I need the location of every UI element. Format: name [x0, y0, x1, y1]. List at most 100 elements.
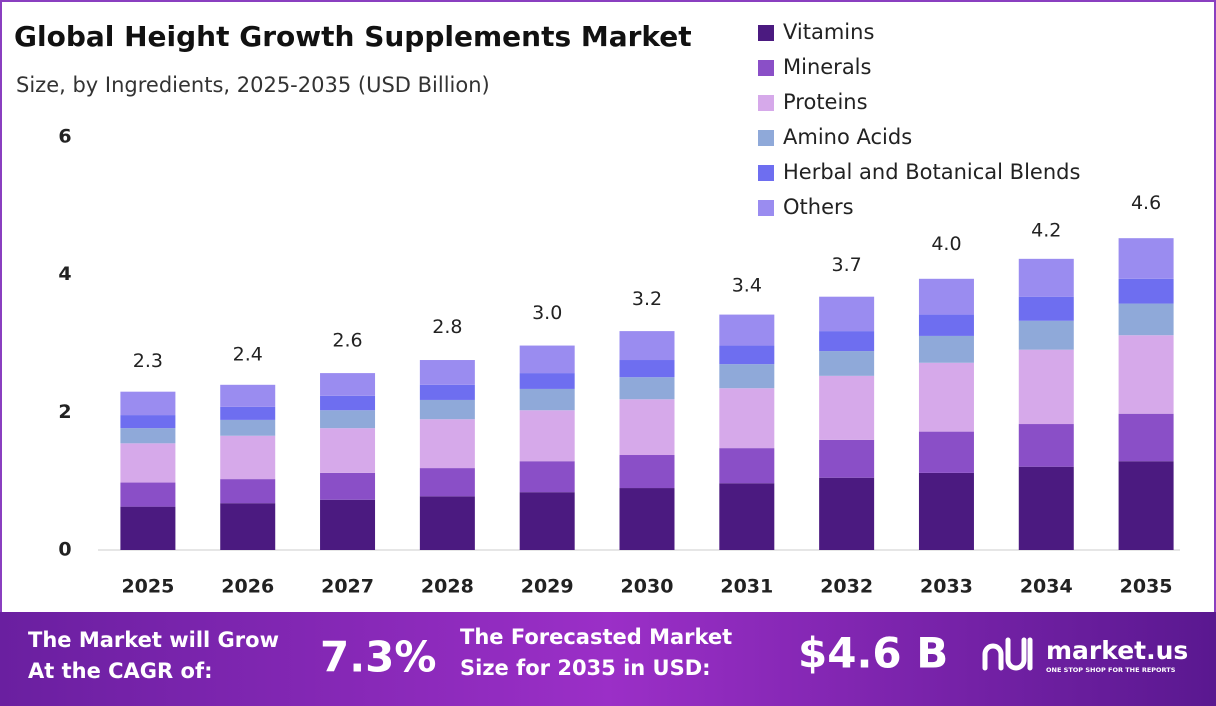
x-tick-label: 2028 [421, 576, 474, 598]
chart-subtitle: Size, by Ingredients, 2025-2035 (USD Bil… [16, 73, 490, 97]
legend-label: Amino Acids [783, 125, 912, 149]
bar-segment [320, 428, 376, 473]
bar-segment [220, 503, 276, 550]
bar-segment [519, 492, 575, 550]
bar-segment [918, 335, 974, 363]
bar-segment [419, 419, 475, 469]
brand-logo [982, 637, 1033, 671]
bar-segment [1118, 335, 1174, 414]
bar-segment [619, 331, 675, 361]
banner-text: The Forecasted Market [460, 625, 732, 649]
bar-segment [419, 399, 475, 420]
bar-segment [819, 296, 875, 332]
bar-segment [1018, 258, 1074, 297]
bar-segment [819, 375, 875, 440]
bar-segment [918, 362, 974, 432]
bar-segment [220, 479, 276, 504]
bar-segment [120, 415, 176, 429]
bar-segment [819, 477, 875, 550]
bar-segment [519, 373, 575, 389]
bar-segment [120, 391, 176, 416]
bar-segment [719, 345, 775, 365]
x-tick-label: 2035 [1120, 576, 1173, 598]
bar-segment [1018, 296, 1074, 321]
bar-segment [1118, 278, 1174, 304]
x-tick-label: 2031 [720, 576, 773, 598]
banner-value: 7.3% [320, 633, 436, 682]
y-tick-label: 2 [58, 401, 71, 423]
bar-segment [719, 364, 775, 389]
bar-segment [1018, 320, 1074, 350]
bar-segment [419, 384, 475, 400]
bar-segment [1018, 349, 1074, 425]
total-label: 2.8 [432, 316, 462, 338]
bar-segment [819, 351, 875, 376]
tagline: ONE STOP SHOP FOR THE REPORTS [1046, 666, 1176, 674]
x-tick-label: 2029 [521, 576, 574, 598]
y-tick-label: 6 [58, 126, 71, 148]
bar-segment [719, 388, 775, 449]
brand: market.us [1046, 636, 1188, 665]
legend-label: Herbal and Botanical Blends [783, 160, 1080, 184]
total-label: 4.0 [931, 233, 961, 255]
total-label: 3.4 [732, 274, 762, 296]
legend-swatch [758, 165, 774, 181]
bar-segment [419, 360, 475, 385]
bar-segment [419, 468, 475, 497]
bar-segment [220, 406, 276, 420]
bar-segment [619, 399, 675, 456]
bar-segment [918, 278, 974, 315]
bar-segment [719, 314, 775, 346]
bar-segment [120, 443, 176, 483]
bar-segment [519, 461, 575, 493]
x-tick-label: 2030 [621, 576, 674, 598]
bar-segment [320, 499, 376, 550]
bar-segment [220, 384, 276, 407]
x-tick-label: 2033 [920, 576, 973, 598]
bar-segment [918, 472, 974, 550]
bar-segment [519, 388, 575, 411]
x-tick-label: 2034 [1020, 576, 1073, 598]
legend-swatch [758, 95, 774, 111]
x-tick-label: 2026 [221, 576, 274, 598]
bar-segment [619, 455, 675, 489]
x-tick-label: 2027 [321, 576, 374, 598]
bar-segment [1118, 303, 1174, 336]
bar-segment [220, 419, 276, 436]
bar-segment [719, 483, 775, 550]
bar-segment [918, 314, 974, 336]
bar-segment [918, 431, 974, 473]
bar-segment [819, 331, 875, 352]
banner [0, 612, 1216, 706]
bar-segment [419, 496, 475, 550]
banner-text: The Market will Grow [28, 628, 279, 652]
bar-segment [619, 377, 675, 400]
bar-segment [1018, 466, 1074, 550]
bar-segment [1118, 238, 1174, 279]
legend-label: Vitamins [783, 20, 874, 44]
bar-segment [320, 410, 376, 429]
bar-segment [320, 395, 376, 411]
total-label: 3.0 [532, 302, 562, 324]
bar-segment [719, 448, 775, 484]
legend-label: Minerals [783, 55, 871, 79]
bar-segment [619, 360, 675, 378]
total-label: 2.4 [233, 343, 263, 365]
banner-value: $4.6 B [798, 629, 948, 678]
bar-segment [619, 488, 675, 550]
total-label: 2.3 [133, 350, 163, 372]
total-label: 4.2 [1031, 219, 1061, 241]
bar-segment [320, 472, 376, 500]
legend-label: Proteins [783, 90, 868, 114]
y-tick-label: 0 [58, 539, 71, 561]
x-tick-label: 2025 [121, 576, 174, 598]
bar-segment [1118, 413, 1174, 462]
banner-text: Size for 2035 in USD: [460, 656, 711, 680]
bar-segment [120, 506, 176, 550]
total-label: 2.6 [332, 330, 362, 352]
bar-segment [519, 410, 575, 462]
banner-text: At the CAGR of: [28, 659, 213, 683]
bar-segment [519, 345, 575, 374]
bar-segment [320, 373, 376, 396]
